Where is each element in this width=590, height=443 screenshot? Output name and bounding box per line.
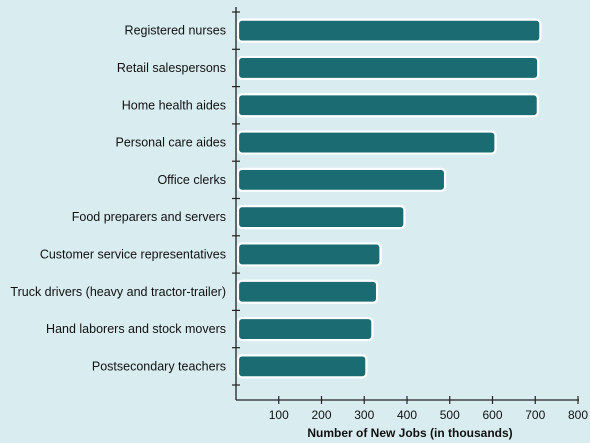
- x-tick-label: 100: [269, 408, 289, 422]
- bar: [236, 316, 374, 342]
- x-tick-label: 800: [568, 408, 588, 422]
- category-label: Registered nurses: [125, 24, 226, 38]
- category-label: Home health aides: [122, 98, 226, 112]
- category-label: Hand laborers and stock movers: [46, 322, 226, 336]
- category-labels: Registered nurses Retail salespersons Home…: [10, 24, 226, 374]
- x-tick-label: 400: [397, 408, 417, 422]
- category-label: Customer service representatives: [40, 247, 226, 261]
- category-label: Postsecondary teachers: [92, 359, 226, 373]
- bar: [236, 279, 379, 304]
- bar: [236, 18, 542, 43]
- x-tick-label: 500: [440, 408, 460, 422]
- category-label: Truck drivers (heavy and tractor-trailer…: [10, 285, 226, 299]
- bar: [236, 130, 497, 155]
- x-tick-label: 700: [525, 408, 545, 422]
- bar: [236, 205, 406, 230]
- category-label: Office clerks: [157, 173, 226, 187]
- x-tick-label: 200: [311, 408, 331, 422]
- bar: [236, 242, 382, 267]
- x-axis-ticks: 100 200 300 400 500 600 700 800: [269, 396, 588, 422]
- bar: [236, 93, 539, 118]
- category-label: Food preparers and servers: [72, 210, 226, 224]
- category-label: Retail salespersons: [117, 61, 226, 75]
- x-tick-label: 300: [354, 408, 374, 422]
- x-axis-title: Number of New Jobs (in thousands): [307, 426, 512, 440]
- x-tick-label: 600: [482, 408, 502, 422]
- bars-group: [236, 18, 542, 379]
- bar: [236, 55, 540, 81]
- category-label: Personal care aides: [116, 136, 226, 150]
- bar: [236, 354, 368, 379]
- bar: [236, 167, 447, 192]
- y-axis-ticks: [232, 11, 240, 386]
